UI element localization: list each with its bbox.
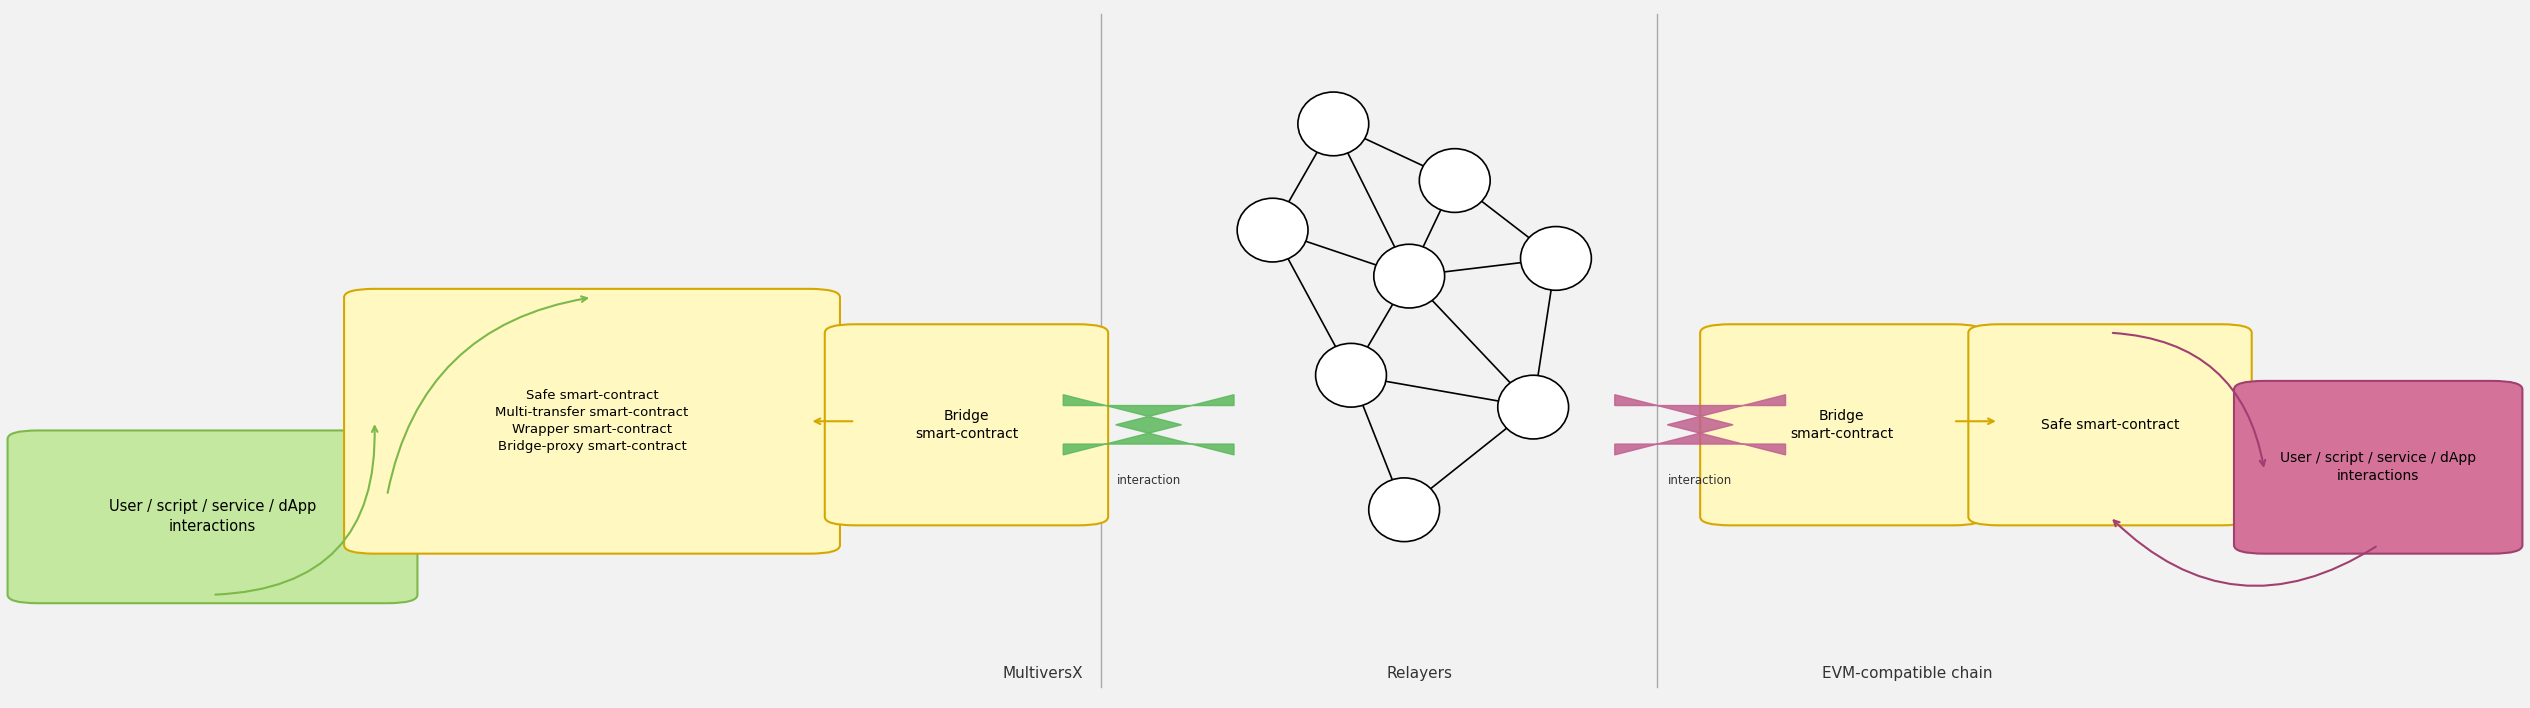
Text: MultiversX: MultiversX — [1002, 666, 1083, 680]
Text: Bridge
smart-contract: Bridge smart-contract — [916, 409, 1017, 441]
Ellipse shape — [1498, 375, 1569, 439]
Text: Bridge
smart-contract: Bridge smart-contract — [1791, 409, 1892, 441]
FancyBboxPatch shape — [2234, 381, 2522, 554]
Polygon shape — [1614, 395, 1786, 455]
Ellipse shape — [1521, 227, 1591, 290]
FancyBboxPatch shape — [825, 324, 1108, 525]
Text: EVM-compatible chain: EVM-compatible chain — [1822, 666, 1991, 680]
Text: Relayers: Relayers — [1386, 666, 1452, 680]
Text: Safe smart-contract: Safe smart-contract — [2042, 418, 2178, 432]
FancyBboxPatch shape — [1700, 324, 1984, 525]
Ellipse shape — [1369, 478, 1440, 542]
Text: User / script / service / dApp
interactions: User / script / service / dApp interacti… — [2280, 451, 2477, 484]
Text: interaction: interaction — [1667, 474, 1733, 487]
Ellipse shape — [1298, 92, 1369, 156]
Text: interaction: interaction — [1116, 474, 1182, 487]
FancyBboxPatch shape — [344, 289, 840, 554]
FancyBboxPatch shape — [1968, 324, 2252, 525]
Ellipse shape — [1237, 198, 1308, 262]
Text: User / script / service / dApp
interactions: User / script / service / dApp interacti… — [109, 499, 316, 535]
Ellipse shape — [1374, 244, 1445, 308]
Ellipse shape — [1419, 149, 1490, 212]
FancyBboxPatch shape — [8, 430, 417, 603]
Polygon shape — [1063, 395, 1235, 455]
Text: Safe smart-contract
Multi-transfer smart-contract
Wrapper smart-contract
Bridge-: Safe smart-contract Multi-transfer smart… — [496, 389, 688, 453]
Ellipse shape — [1316, 343, 1386, 407]
